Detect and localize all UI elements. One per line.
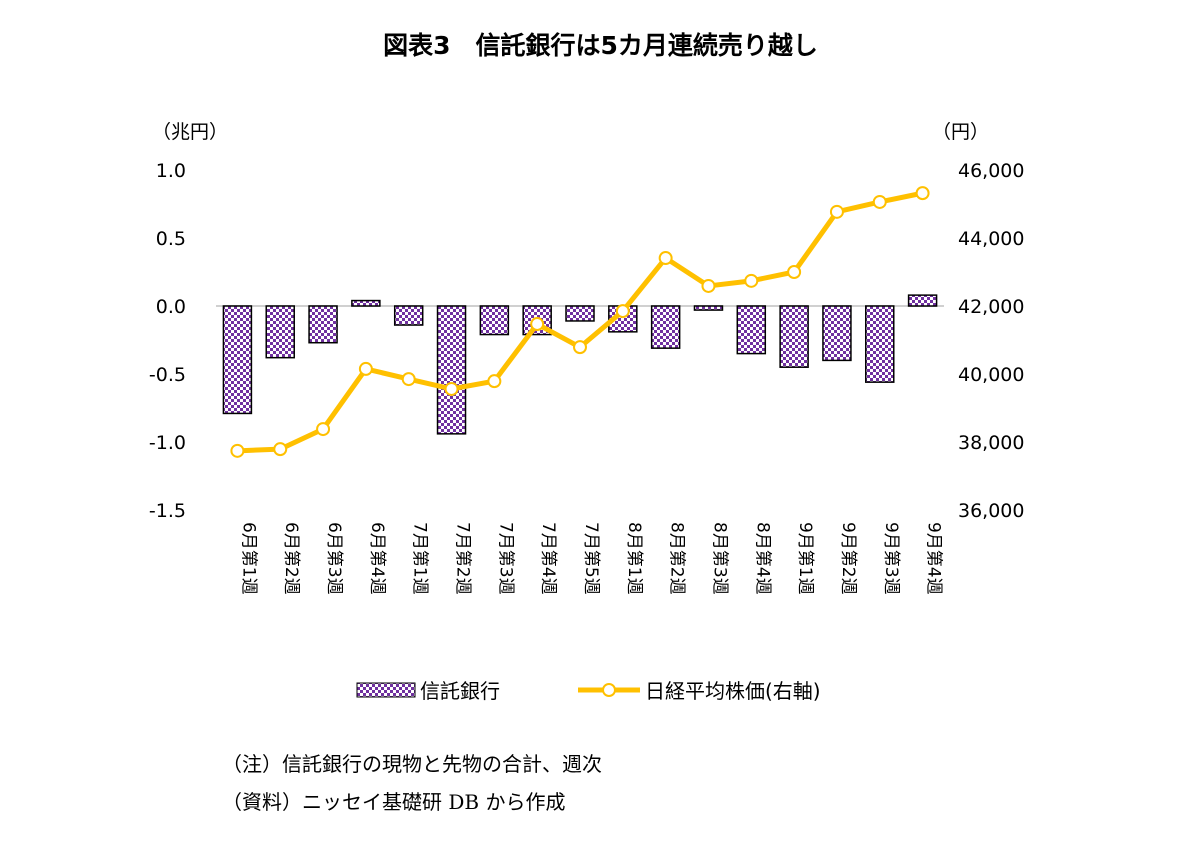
right-tick-label: 44,000 xyxy=(958,228,1024,250)
nikkei-point xyxy=(487,374,502,389)
category-label: 7月第5週 xyxy=(581,522,601,595)
category-label: 7月第4週 xyxy=(538,522,558,595)
bar xyxy=(436,305,467,435)
right-tick-label: 42,000 xyxy=(958,296,1024,318)
nikkei-point xyxy=(744,273,759,288)
left-tick-label: -1.0 xyxy=(149,432,186,454)
right-tick-label: 46,000 xyxy=(958,160,1024,182)
legend-bar-label: 信託銀行 xyxy=(420,679,500,703)
nikkei-point xyxy=(573,340,587,355)
category-label: 9月第1週 xyxy=(795,522,815,595)
bar xyxy=(351,299,381,307)
bar xyxy=(779,305,809,368)
bar xyxy=(650,305,681,349)
category-label: 6月第2週 xyxy=(281,522,301,595)
bar xyxy=(565,305,595,322)
nikkei-point xyxy=(358,361,373,376)
legend-line-label: 日経平均株価(右軸) xyxy=(645,679,821,703)
legend-bar-swatch xyxy=(356,682,416,698)
source-text: （資料）ニッセイ基礎研 DB から作成 xyxy=(222,790,566,814)
nikkei-point xyxy=(658,251,673,266)
left-tick-label: -1.5 xyxy=(149,500,186,522)
nikkei-point xyxy=(316,422,331,437)
category-label: 9月第2週 xyxy=(838,522,858,595)
category-label: 6月第4週 xyxy=(367,522,387,595)
right-tick-label: 40,000 xyxy=(958,364,1024,386)
nikkei-point xyxy=(444,381,459,396)
right-axis-unit: （円） xyxy=(932,121,989,143)
bar xyxy=(865,305,895,383)
category-label: 8月第2週 xyxy=(667,522,687,595)
category-label: 6月第1週 xyxy=(238,522,258,595)
chart-title: 図表3 信託銀行は5カ月連続売り越し xyxy=(383,31,818,60)
left-tick-label: 0.0 xyxy=(156,296,186,318)
category-label: 8月第4週 xyxy=(752,522,772,595)
nikkei-point xyxy=(701,278,716,293)
bar xyxy=(308,305,338,344)
nikkei-point xyxy=(915,186,930,201)
nikkei-point xyxy=(615,304,630,319)
category-label: 9月第3週 xyxy=(881,522,901,595)
category-label: 7月第1週 xyxy=(410,522,430,595)
bar xyxy=(693,305,724,311)
category-label: 7月第2週 xyxy=(453,522,473,595)
nikkei-point xyxy=(787,265,802,279)
left-axis-unit: （兆円） xyxy=(152,121,228,143)
left-tick-label: 0.5 xyxy=(156,228,186,250)
bar xyxy=(736,305,767,355)
bar xyxy=(822,305,852,362)
nikkei-point xyxy=(401,372,416,387)
left-tick-label: -0.5 xyxy=(149,364,186,386)
legend-line-marker xyxy=(602,683,616,697)
bar xyxy=(907,294,938,307)
category-label: 9月第4週 xyxy=(924,522,944,595)
nikkei-point xyxy=(829,204,844,219)
category-label: 7月第3週 xyxy=(495,522,515,595)
bar xyxy=(393,305,424,326)
note-text: （注）信託銀行の現物と先物の合計、週次 xyxy=(222,752,602,776)
bar xyxy=(479,305,510,336)
bar xyxy=(265,305,295,359)
nikkei-point xyxy=(530,317,545,332)
category-label: 6月第3週 xyxy=(324,522,344,595)
nikkei-line xyxy=(237,190,924,454)
left-tick-label: 1.0 xyxy=(156,160,186,182)
nikkei-point xyxy=(872,194,887,209)
bar xyxy=(222,305,253,415)
right-tick-label: 38,000 xyxy=(958,432,1024,454)
nikkei-point xyxy=(273,442,288,457)
category-label: 8月第1週 xyxy=(624,522,644,595)
right-tick-label: 36,000 xyxy=(958,500,1024,522)
category-label: 8月第3週 xyxy=(709,522,729,595)
nikkei-point xyxy=(230,443,245,458)
